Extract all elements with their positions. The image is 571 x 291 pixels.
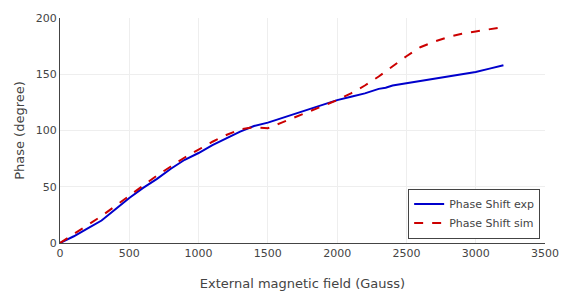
svg-text:50: 50 (43, 181, 57, 194)
svg-text:1500: 1500 (254, 247, 282, 260)
svg-text:100: 100 (36, 124, 57, 137)
svg-text:3500: 3500 (531, 247, 559, 260)
svg-text:200: 200 (36, 12, 57, 25)
svg-text:0: 0 (57, 247, 64, 260)
svg-text:0: 0 (50, 237, 57, 250)
svg-text:Phase (degree): Phase (degree) (12, 81, 27, 180)
svg-text:150: 150 (36, 68, 57, 81)
svg-text:2000: 2000 (323, 247, 351, 260)
svg-text:Phase Shift sim: Phase Shift sim (449, 217, 533, 230)
svg-text:1000: 1000 (185, 247, 213, 260)
svg-text:Phase Shift exp: Phase Shift exp (449, 198, 534, 211)
svg-text:External magnetic field (Gauss: External magnetic field (Gauss) (200, 276, 405, 291)
svg-text:500: 500 (119, 247, 140, 260)
svg-text:3000: 3000 (462, 247, 490, 260)
svg-text:2500: 2500 (392, 247, 420, 260)
